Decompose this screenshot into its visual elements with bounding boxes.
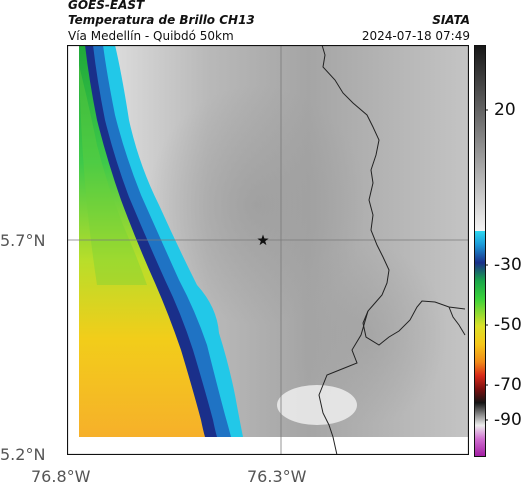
department-border (318, 310, 369, 455)
lat-label-5.7: 5.7°N (0, 231, 46, 250)
no-data-band (67, 437, 469, 455)
colorbar-label-minus30: -30 (494, 255, 522, 275)
product-title: Temperatura de Brillo CH13 (68, 13, 255, 27)
map-frame (67, 45, 469, 455)
region-subtitle: Vía Medellín - Quibdó 50km (68, 29, 234, 43)
colorbar-label-20: 20 (494, 100, 516, 120)
colorbar-label-minus70: -70 (494, 375, 522, 395)
colorbar (474, 45, 488, 457)
colorbar-label-minus50: -50 (494, 315, 522, 335)
warm-surface-area (79, 45, 205, 437)
department-border (448, 306, 466, 336)
clear-patch (277, 385, 357, 425)
colorbar-label-minus90: -90 (494, 410, 522, 430)
lon-label-76.3: 76.3°W (247, 467, 307, 486)
cold-cloud-blue (79, 45, 231, 437)
colorbar-gray-segment (474, 45, 486, 231)
no-data-strip (67, 45, 79, 455)
cloud-dense-area (147, 85, 367, 325)
satellite-map (67, 45, 469, 455)
cloud-dense-area (287, 245, 447, 425)
colorbar-color-segment (474, 231, 486, 457)
star-marker (257, 234, 269, 246)
lat-label-5.2: 5.2°N (0, 445, 46, 464)
department-border (321, 45, 466, 346)
lon-label-76.8: 76.8°W (31, 467, 91, 486)
colorbar-frame (474, 45, 486, 457)
warm-surface-texture (79, 65, 147, 285)
cold-cloud-deep-blue (79, 45, 217, 437)
satellite-name: GOES-EAST (68, 0, 145, 12)
timestamp-label: 2024-07-18 07:49 (361, 29, 470, 43)
agency-label: SIATA (432, 13, 470, 27)
